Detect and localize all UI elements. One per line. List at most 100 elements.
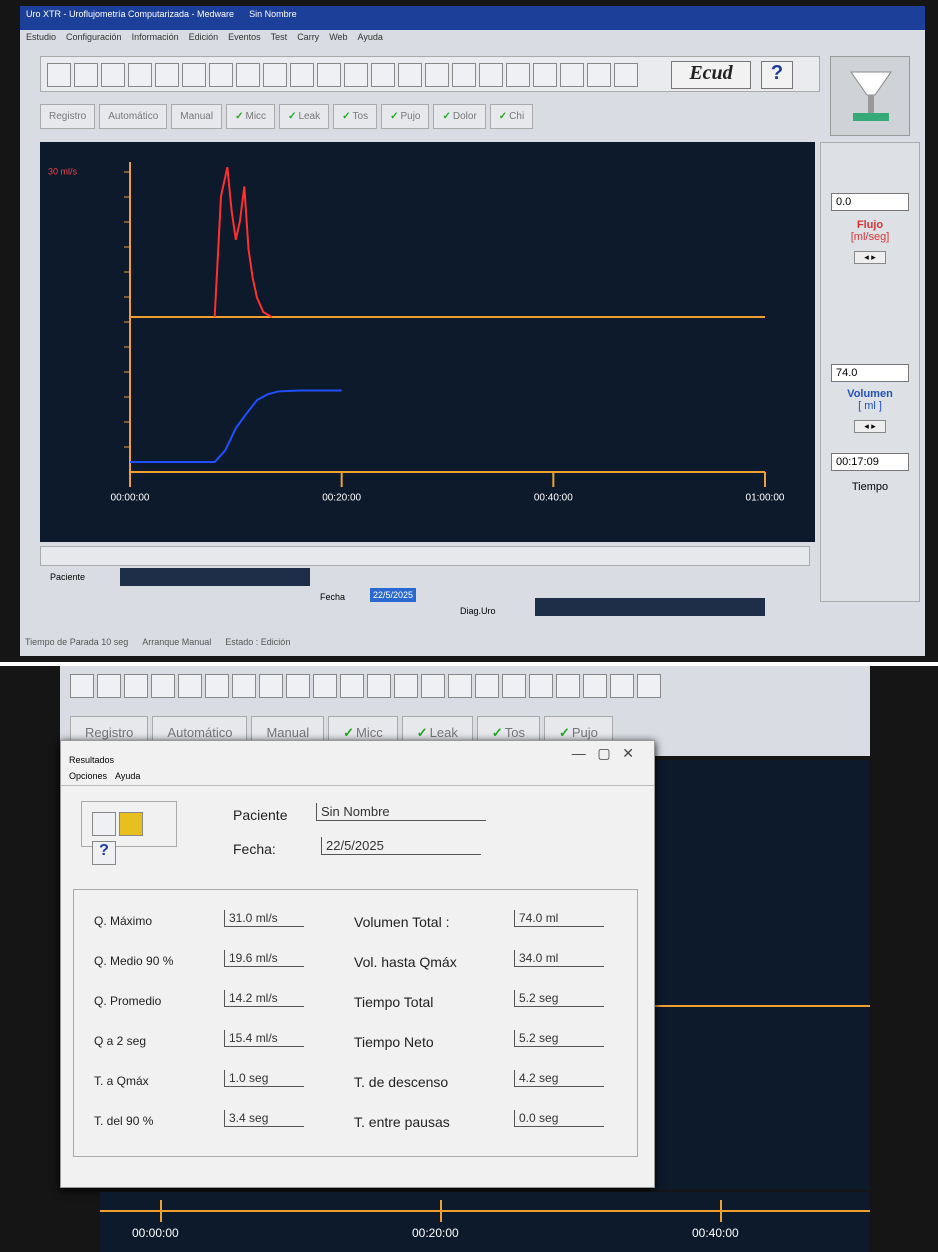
tool-button[interactable]: [232, 674, 256, 698]
x-tick-label: 00:00:00: [132, 1226, 179, 1240]
x-tick-label: 00:40:00: [692, 1226, 739, 1240]
result-value: 31.0 ml/s: [224, 910, 304, 927]
app-window: Uro XTR - Uroflujometría Computarizada -…: [20, 6, 925, 656]
event-button[interactable]: Dolor: [433, 104, 485, 129]
ecud-button[interactable]: Ecud: [671, 61, 751, 89]
chart-bg: [40, 142, 815, 542]
event-button[interactable]: Registro: [40, 104, 95, 129]
menu-item[interactable]: Test: [271, 32, 288, 42]
event-button[interactable]: Automático: [99, 104, 167, 129]
menu-item[interactable]: Configuración: [66, 32, 122, 42]
menu-item[interactable]: Eventos: [228, 32, 261, 42]
tool-button[interactable]: [452, 63, 476, 87]
tool-button[interactable]: [614, 63, 638, 87]
tool-button[interactable]: [371, 63, 395, 87]
baseline-zoom: [650, 1005, 870, 1007]
tool-button[interactable]: [637, 674, 661, 698]
result-value: 1.0 seg: [224, 1070, 304, 1087]
tool-button[interactable]: [47, 63, 71, 87]
tool-button[interactable]: [290, 63, 314, 87]
tool-button[interactable]: [398, 63, 422, 87]
tool-button[interactable]: [556, 674, 580, 698]
menu-item[interactable]: Carry: [297, 32, 319, 42]
flow-unit: [ml/seg]: [821, 231, 919, 243]
menu-item[interactable]: Web: [329, 32, 347, 42]
tool-button[interactable]: [340, 674, 364, 698]
result-label: Tiempo Neto: [354, 1034, 434, 1050]
menu-item[interactable]: Estudio: [26, 32, 56, 42]
menu-item[interactable]: Edición: [189, 32, 219, 42]
tool-button[interactable]: [502, 674, 526, 698]
fecha-label: Fecha: [320, 592, 345, 602]
tool-button[interactable]: [151, 674, 175, 698]
event-button[interactable]: Tos: [333, 104, 377, 129]
tool-button[interactable]: [583, 674, 607, 698]
menu-item[interactable]: Información: [132, 32, 179, 42]
result-label: Tiempo Total: [354, 994, 433, 1010]
dialog-title: Resultados: [61, 741, 654, 767]
result-label: Q. Máximo: [94, 914, 152, 928]
tool-button[interactable]: [128, 63, 152, 87]
tool-button[interactable]: [124, 674, 148, 698]
tool-button[interactable]: [317, 63, 341, 87]
dialog-toolbar: ?: [81, 801, 177, 847]
event-button[interactable]: Leak: [279, 104, 329, 129]
event-button[interactable]: Pujo: [381, 104, 429, 129]
time-label: Tiempo: [821, 481, 919, 493]
tool-button[interactable]: [610, 674, 634, 698]
volume-label: Volumen: [821, 388, 919, 400]
chart-zoom: [650, 760, 870, 1190]
tool-button[interactable]: [367, 674, 391, 698]
menu-item[interactable]: Ayuda: [115, 771, 140, 781]
dialog-help[interactable]: ?: [92, 841, 116, 865]
tool-button[interactable]: [286, 674, 310, 698]
result-label: Q. Promedio: [94, 994, 161, 1008]
event-button[interactable]: Chi: [490, 104, 533, 129]
tool-button[interactable]: [421, 674, 445, 698]
event-button[interactable]: Micc: [226, 104, 275, 129]
tool-button[interactable]: [263, 63, 287, 87]
result-value: 34.0 ml: [514, 950, 604, 967]
tool-button[interactable]: [533, 63, 557, 87]
tool-button[interactable]: [587, 63, 611, 87]
event-bar: RegistroAutomáticoManualMiccLeakTosPujoD…: [40, 104, 820, 140]
tool-button[interactable]: [344, 63, 368, 87]
tool-button[interactable]: [425, 63, 449, 87]
volume-arrows[interactable]: ◂ ▸: [854, 420, 886, 433]
help-button[interactable]: ?: [761, 61, 793, 89]
tool-button[interactable]: [205, 674, 229, 698]
result-value: 3.4 seg: [224, 1110, 304, 1127]
menu-item[interactable]: Ayuda: [358, 32, 383, 42]
paciente-label: Paciente: [50, 572, 85, 582]
tool-button[interactable]: [475, 674, 499, 698]
tool-button[interactable]: [101, 63, 125, 87]
title-bar: Uro XTR - Uroflujometría Computarizada -…: [20, 6, 925, 30]
tool-button[interactable]: [479, 63, 503, 87]
time-value: 00:17:09: [831, 453, 909, 471]
tool-button[interactable]: [259, 674, 283, 698]
tool-button[interactable]: [448, 674, 472, 698]
menu-item[interactable]: Opciones: [69, 771, 107, 781]
tool-button[interactable]: [74, 63, 98, 87]
status-item: Arranque Manual: [142, 637, 211, 651]
x-tick-label: 01:00:00: [746, 493, 785, 504]
tool-button[interactable]: [178, 674, 202, 698]
tool-button[interactable]: [313, 674, 337, 698]
event-button[interactable]: Manual: [171, 104, 222, 129]
tool-button[interactable]: [236, 63, 260, 87]
tool-button[interactable]: [70, 674, 94, 698]
tool-button[interactable]: [506, 63, 530, 87]
tool-button[interactable]: [394, 674, 418, 698]
flow-arrows[interactable]: ◂ ▸: [854, 251, 886, 264]
close-button[interactable]: — ▢ ✕: [572, 745, 634, 762]
tool-button[interactable]: [209, 63, 233, 87]
paciente-field: [120, 568, 310, 586]
tool-button[interactable]: [155, 63, 179, 87]
tool-button[interactable]: [182, 63, 206, 87]
tool-button[interactable]: [529, 674, 553, 698]
tool-button[interactable]: [560, 63, 584, 87]
result-value: 5.2 seg: [514, 1030, 604, 1047]
tool-button[interactable]: [97, 674, 121, 698]
